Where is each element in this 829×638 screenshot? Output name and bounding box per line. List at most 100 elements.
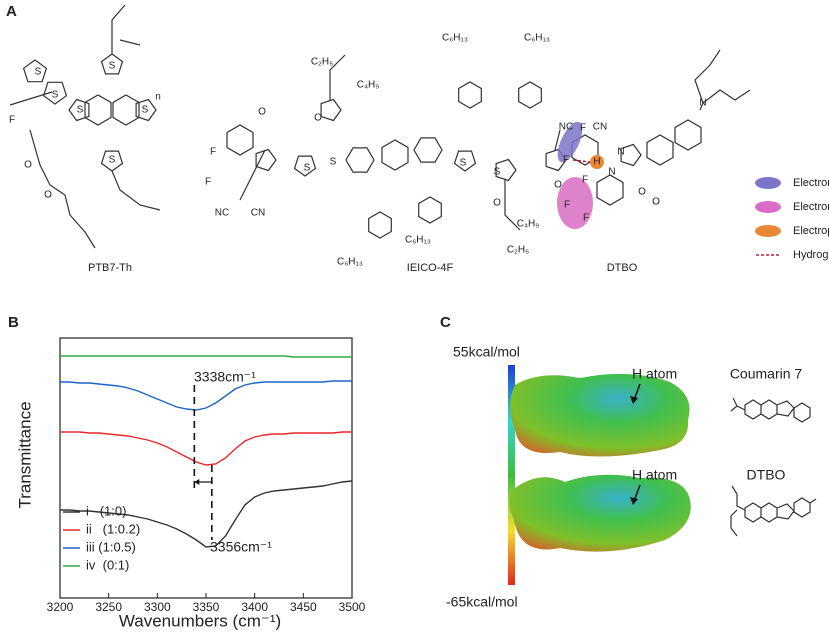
atom-label: C₄H₉ (357, 80, 380, 91)
atom-label: O (638, 187, 646, 198)
atom-label: C₄H₉ (517, 219, 540, 230)
bond-skeleton (694, 49, 751, 111)
bond-skeleton (453, 150, 477, 172)
atom-label: S (109, 61, 116, 72)
bond-skeleton (239, 54, 561, 231)
x-axis-label: Wavenumbers (cm⁻¹) (119, 611, 281, 630)
bond-skeleton (418, 196, 442, 224)
legend-text: Electron pulling (793, 201, 829, 213)
atom-label: F (9, 115, 15, 126)
series-line (60, 431, 352, 466)
atom-label: F (583, 213, 589, 224)
molecule-name: DTBO (747, 467, 786, 483)
atom-label: F (210, 147, 216, 158)
legend-swatch (755, 177, 781, 189)
legend-text: iv (0:1) (86, 557, 129, 572)
x-tick-label: 3350 (193, 600, 220, 614)
atom-label: F (580, 123, 586, 134)
atom-label: CN (251, 208, 265, 219)
atom-label: N (699, 98, 706, 109)
bond-skeleton (100, 150, 124, 172)
bond-skeleton (22, 59, 48, 83)
series-line (60, 480, 353, 548)
atom-label: O (314, 113, 322, 124)
atom-label: S (52, 90, 59, 101)
esp-map (510, 373, 690, 457)
atom-label: F (564, 200, 570, 211)
molecule-name: IEICO-4F (407, 262, 454, 274)
bond-skeleton (100, 53, 124, 75)
atom-label: F (563, 155, 569, 166)
scale-min: -65kcal/mol (446, 594, 518, 610)
atom-label: O (258, 107, 266, 118)
atom-label: C₂H₅ (311, 57, 333, 68)
bond-skeleton (255, 148, 277, 172)
pointer-label: H atom (632, 366, 677, 382)
atom-label: O (554, 180, 562, 191)
atom-label: S (109, 155, 116, 166)
atom-label: CN (593, 122, 607, 133)
legend-text: Hydrogen bond (793, 249, 829, 261)
bond-skeleton (320, 98, 342, 122)
atom-label: O (493, 198, 501, 209)
peak-label: 3356cm⁻¹ (210, 539, 272, 555)
atom-label: S (35, 67, 42, 78)
bond-skeleton (345, 147, 375, 173)
pointer-arrow (630, 396, 638, 404)
legend-text: i (1:0) (86, 503, 126, 518)
bond-skeleton (381, 139, 409, 171)
bond-skeleton (293, 155, 317, 177)
atom-label: C₂H₅ (507, 245, 529, 256)
x-tick-label: 3500 (339, 600, 366, 614)
atom-label: S (142, 105, 149, 116)
x-tick-label: 3250 (95, 600, 122, 614)
atom-label: n (155, 92, 161, 103)
atom-label: S (460, 158, 467, 169)
bond-skeleton (518, 81, 542, 109)
molecule-name: Coumarin 7 (730, 366, 803, 382)
legend-text: ii (1:0.2) (86, 521, 140, 536)
shift-arrow (194, 479, 200, 485)
atom-label: F (582, 175, 588, 186)
esp-panel: 55kcal/mol -65kcal/mol H atom H atom Cou… (446, 344, 817, 610)
legend-text: Electronegativity (793, 177, 829, 189)
x-tick-label: 3200 (47, 600, 74, 614)
molecule-name: DTBO (607, 262, 638, 274)
bond-skeleton (674, 119, 702, 151)
atom-label: NC (215, 208, 229, 219)
electronegative-region (557, 121, 583, 163)
series-line (60, 380, 352, 411)
x-tick-label: 3300 (144, 600, 171, 614)
y-axis-label: Transmittance (15, 401, 34, 508)
atom-label: H (593, 157, 600, 168)
atom-label: S (494, 167, 501, 178)
color-bar (508, 365, 515, 585)
atom-label: S (77, 105, 84, 116)
legend-text: iii (1:0.5) (86, 539, 136, 554)
atom-label: N (617, 147, 624, 158)
peak-label: 3338cm⁻¹ (194, 369, 256, 385)
hydrogen-bond (572, 159, 591, 163)
bond-skeleton (68, 98, 90, 122)
esp-map (509, 474, 691, 552)
atom-label: S (330, 157, 337, 168)
bond-skeleton (226, 124, 254, 156)
legend-swatch (755, 225, 781, 237)
bond-skeleton (458, 81, 482, 109)
bond-skeleton (9, 4, 161, 249)
legend-swatch (755, 201, 781, 213)
x-tick-label: 3450 (290, 600, 317, 614)
small-structure (730, 397, 817, 537)
molecule-name: PTB7-Th (88, 262, 132, 274)
x-tick-label: 3400 (241, 600, 268, 614)
atom-label: O (44, 190, 52, 201)
atom-label: O (24, 160, 32, 171)
series-line (60, 355, 352, 358)
atom-label: C₆H₁₃ (405, 235, 431, 246)
bond-skeleton (368, 211, 392, 239)
pointer-label: H atom (632, 467, 677, 483)
atom-label: O (652, 197, 660, 208)
electropositive-region (590, 155, 604, 169)
